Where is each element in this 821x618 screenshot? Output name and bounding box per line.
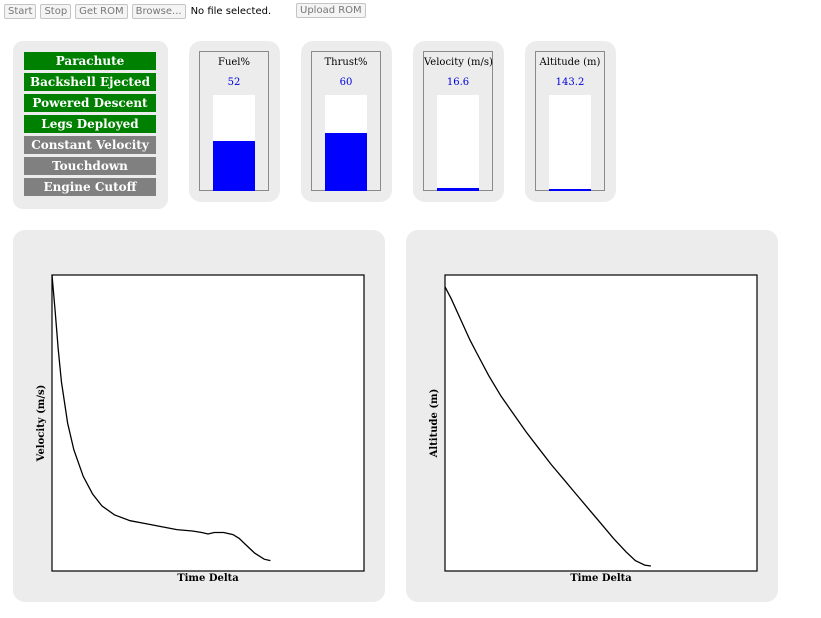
stop-button[interactable]: Stop (40, 4, 72, 19)
velocity-gauge-frame: Velocity (m/s) 16.6 (423, 51, 493, 191)
fuel-gauge-label: Fuel% (218, 57, 250, 68)
status-backshell-ejected: Backshell Ejected (24, 73, 156, 91)
get-rom-button[interactable]: Get ROM (75, 4, 128, 19)
altitude-chart-plot-area (444, 274, 758, 572)
toolbar: Start Stop Get ROM Browse... No file sel… (4, 3, 271, 20)
altitude-chart-panel: Time Delta Altitude (m) (406, 230, 778, 602)
altitude-chart-xlabel: Time Delta (570, 573, 632, 584)
altitude-gauge-fill (549, 189, 591, 191)
browse-button[interactable]: Browse... (131, 4, 186, 19)
fuel-gauge-value: 52 (227, 77, 241, 88)
status-constant-velocity: Constant Velocity (24, 136, 156, 154)
altitude-series-line (444, 286, 651, 567)
start-button[interactable]: Start (4, 4, 37, 19)
altitude-gauge: Altitude (m) 143.2 (525, 41, 616, 202)
fuel-gauge-track (213, 95, 255, 191)
thrust-gauge-value: 60 (339, 77, 353, 88)
velocity-gauge-fill (437, 188, 479, 191)
altitude-gauge-value: 143.2 (555, 77, 585, 88)
velocity-gauge-value: 16.6 (446, 77, 470, 88)
altitude-gauge-label: Altitude (m) (539, 57, 601, 68)
thrust-gauge-fill (325, 133, 367, 191)
status-engine-cutoff: Engine Cutoff (24, 178, 156, 196)
velocity-chart-xlabel: Time Delta (177, 573, 239, 584)
velocity-gauge-label: Velocity (m/s) (424, 57, 493, 68)
status-powered-descent: Powered Descent (24, 94, 156, 112)
velocity-chart-plot-area (51, 274, 365, 572)
velocity-gauge: Velocity (m/s) 16.6 (413, 41, 504, 202)
status-parachute-deployed: Parachute Deployed (24, 52, 156, 86)
thrust-gauge-label: Thrust% (324, 57, 368, 68)
velocity-gauge-track (437, 95, 479, 191)
altitude-gauge-frame: Altitude (m) 143.2 (535, 51, 605, 191)
status-panel: Parachute Deployed Backshell Ejected Pow… (13, 41, 168, 209)
velocity-series-line (51, 274, 271, 562)
upload-rom-button[interactable]: Upload ROM (296, 3, 366, 18)
status-touchdown: Touchdown (24, 157, 156, 175)
altitude-chart: Time Delta Altitude (m) (429, 274, 758, 584)
thrust-gauge-frame: Thrust% 60 (311, 51, 381, 191)
thrust-gauge-track (325, 95, 367, 191)
file-status-text: No file selected. (190, 6, 272, 17)
altitude-chart-ylabel: Altitude (m) (429, 389, 440, 459)
fuel-gauge-frame: Fuel% 52 (199, 51, 269, 191)
fuel-gauge: Fuel% 52 (189, 41, 280, 202)
altitude-gauge-track (549, 95, 591, 191)
velocity-chart-ylabel: Velocity (m/s) (36, 385, 47, 463)
fuel-gauge-fill (213, 141, 255, 191)
thrust-gauge: Thrust% 60 (301, 41, 392, 202)
velocity-chart: Time Delta Velocity (m/s) (36, 274, 365, 584)
velocity-chart-panel: Time Delta Velocity (m/s) (13, 230, 385, 602)
status-legs-deployed: Legs Deployed (24, 115, 156, 133)
